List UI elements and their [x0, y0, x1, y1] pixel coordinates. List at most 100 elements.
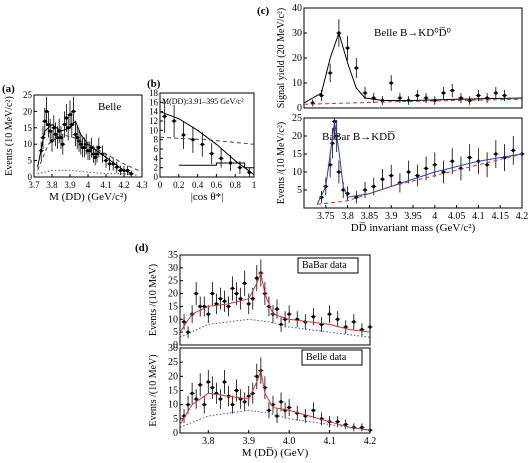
data-point: [424, 166, 428, 170]
data-point: [172, 119, 176, 123]
series-dashed-line: [303, 98, 523, 105]
x-tick-label: 4.15: [491, 211, 509, 222]
data-point: [243, 400, 247, 404]
panel-c-top: 0 10 20 30 40 Signal yield (20 MeV/c²) (c) Bell…: [257, 3, 523, 114]
data-point: [88, 149, 92, 153]
data-point: [247, 302, 251, 306]
series-step-line: [178, 162, 255, 170]
y-tick-label: 6: [154, 144, 159, 154]
panel-annotation: Belle: [98, 101, 121, 113]
data-point: [91, 152, 95, 156]
y-axis-label: Events /(10 MeV/c²): [276, 122, 287, 204]
data-point: [267, 408, 271, 412]
data-point: [210, 152, 214, 156]
data-point: [234, 388, 239, 393]
data-point: [485, 163, 489, 167]
data-point: [194, 397, 198, 401]
plot-frame: [179, 254, 371, 346]
x-tick-label: 4: [86, 180, 91, 190]
data-point: [319, 93, 324, 98]
data-point: [494, 91, 498, 95]
data-point: [450, 88, 454, 93]
data-point: [363, 91, 367, 95]
data-point: [210, 291, 214, 296]
panel-label: (a): [2, 83, 15, 95]
data-point: [476, 93, 480, 98]
data-point: [311, 408, 316, 412]
y-tick-label: 5: [28, 156, 33, 166]
x-tick-label: 3.9: [385, 211, 398, 222]
data-point: [182, 320, 186, 324]
y-tick-label: 0: [173, 340, 178, 351]
data-point: [97, 145, 101, 150]
y-tick-label: 15: [292, 149, 302, 160]
y-axis-label: Events (10 MeV/c²): [4, 96, 15, 176]
data-point: [238, 166, 242, 170]
data-point: [198, 383, 202, 387]
x-tick-label: 3.75: [317, 211, 335, 222]
data-point: [54, 132, 58, 136]
x-axis-label: DD̅ invariant mass (GeV/c²): [351, 222, 476, 234]
data-point: [407, 170, 411, 174]
y-tick-label: 15: [23, 123, 33, 133]
data-point: [214, 302, 218, 306]
data-point: [337, 170, 341, 174]
data-point: [511, 148, 515, 152]
data-point: [75, 136, 79, 140]
data-point: [441, 170, 446, 174]
data-point: [415, 174, 419, 178]
y-axis-label: Signal yield (20 MeV/c²): [276, 8, 287, 108]
annotation-box: [301, 349, 363, 366]
panel-annotation: Belle B→KD⁰D̅⁰: [374, 27, 452, 39]
series-curve-line: [179, 368, 371, 431]
y-tick-label: 15: [168, 301, 178, 312]
data-point: [222, 380, 227, 384]
data-point: [64, 116, 68, 120]
data-point: [206, 380, 210, 384]
data-point: [50, 139, 54, 143]
data-point: [354, 195, 358, 199]
data-point: [186, 403, 190, 407]
y-tick-label: 10: [168, 314, 178, 325]
data-point: [255, 276, 259, 280]
data-point: [328, 71, 332, 75]
y-tick-label: 0: [173, 428, 178, 439]
y-tick-label: 0: [28, 172, 33, 182]
data-point: [202, 403, 206, 407]
data-point: [202, 304, 206, 309]
data-point: [45, 109, 49, 113]
y-tick-label: 25: [292, 113, 302, 124]
y-tick-label: 10: [292, 78, 302, 89]
x-tick-label: 4.2: [364, 436, 377, 447]
annotation-box: [297, 257, 359, 274]
y-tick-label: 14: [149, 107, 159, 117]
y-tick-label: 10: [168, 400, 178, 411]
data-point: [200, 142, 204, 146]
x-tick-label: 3.8: [46, 180, 58, 190]
y-tick-label: 10: [292, 167, 302, 178]
data-point: [346, 46, 350, 50]
data-point: [163, 114, 167, 118]
data-point: [251, 297, 255, 301]
panel-d-bottom: 0 5 10 15 20 25 30 3.8 3.9 4.0 4.1 4.2 M (DD̅) (GeV)…: [148, 343, 376, 459]
panel-annotation: M(DD):3.91–395 GeV/c²: [162, 97, 244, 106]
data-point: [206, 312, 210, 316]
y-tick-label: 5: [173, 414, 178, 425]
data-point: [46, 122, 51, 127]
data-point: [59, 136, 63, 140]
y-tick-label: 10: [149, 125, 159, 135]
data-point: [181, 133, 186, 137]
panel-label: (d): [135, 242, 149, 254]
y-tick-label: 25: [168, 276, 178, 287]
data-point: [243, 281, 247, 285]
y-tick-label: 20: [292, 131, 302, 142]
x-axis-label: M (DD) (GeV/c²): [49, 191, 127, 203]
series-dotted-line: [179, 409, 371, 431]
data-point: [344, 422, 348, 427]
x-tick-label: 4.3: [136, 180, 148, 190]
y-tick-label: 5: [173, 327, 178, 338]
data-point: [226, 304, 231, 309]
y-tick-label: 35: [168, 250, 178, 261]
series-dotted-line: [37, 169, 139, 176]
